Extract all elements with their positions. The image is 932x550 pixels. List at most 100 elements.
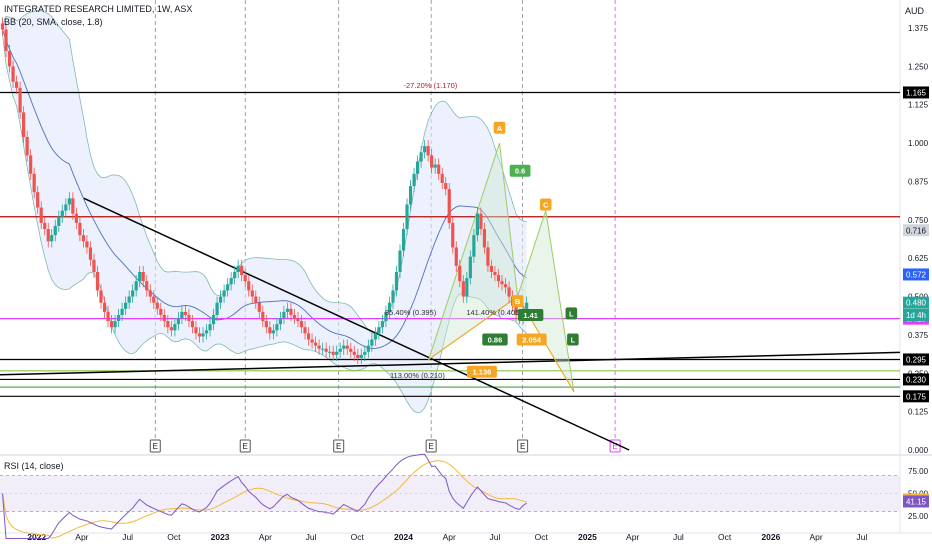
pattern-label: B bbox=[515, 297, 521, 306]
candle-body bbox=[226, 284, 230, 291]
earnings-marker-label: E bbox=[243, 442, 248, 451]
pattern-label-box bbox=[511, 295, 524, 308]
candle-body bbox=[384, 311, 388, 322]
candle-body bbox=[53, 225, 57, 236]
bb-indicator-title[interactable]: BB (20, SMA, close, 1.8) bbox=[4, 17, 103, 27]
candle-body bbox=[387, 302, 392, 312]
candle-body bbox=[116, 314, 121, 322]
candle-body bbox=[102, 302, 107, 312]
candle-body bbox=[32, 173, 36, 193]
candle-body bbox=[503, 284, 508, 288]
candle-body bbox=[292, 314, 297, 319]
price-axis-label: 0.125 bbox=[908, 408, 929, 417]
candle-body bbox=[447, 189, 451, 223]
candle-body bbox=[433, 164, 437, 168]
candle-body bbox=[67, 198, 71, 205]
earnings-marker bbox=[517, 439, 529, 453]
candle-body bbox=[426, 146, 430, 156]
pattern-label: 1.136 bbox=[473, 368, 492, 377]
candle-body bbox=[356, 354, 360, 358]
candle-body bbox=[482, 229, 487, 248]
candle-body bbox=[275, 324, 279, 331]
candle-body bbox=[25, 136, 29, 156]
time-axis-label: 2023 bbox=[211, 532, 230, 542]
candle-body bbox=[222, 290, 226, 297]
bb-fill bbox=[2, 10, 527, 413]
time-axis-label: Apr bbox=[75, 532, 88, 542]
candle-body bbox=[159, 308, 163, 315]
candle-body bbox=[250, 290, 254, 297]
earnings-marker bbox=[149, 439, 161, 453]
candle-body bbox=[162, 314, 166, 322]
candle-body bbox=[338, 348, 342, 352]
candle-body bbox=[299, 321, 304, 328]
time-axis-label: Apr bbox=[809, 532, 822, 542]
price-badge-label: 1d 4h bbox=[906, 311, 926, 320]
candle-body bbox=[243, 275, 247, 282]
candle-body bbox=[493, 272, 497, 276]
candle-body bbox=[106, 311, 110, 322]
candle-body bbox=[0, 23, 5, 30]
candle-body bbox=[78, 222, 82, 236]
candle-body bbox=[88, 247, 93, 260]
candle-body bbox=[444, 183, 448, 190]
candle-body bbox=[271, 330, 275, 334]
candle-body bbox=[352, 351, 356, 355]
candle-body bbox=[22, 112, 26, 137]
candle-body bbox=[127, 296, 131, 303]
candle-body bbox=[183, 311, 188, 315]
price-axis-label: 0.875 bbox=[908, 177, 929, 186]
candle-body bbox=[366, 345, 370, 352]
candle-body bbox=[43, 222, 47, 230]
candle-body bbox=[324, 348, 328, 352]
time-axis-label: Oct bbox=[718, 532, 732, 542]
candle-body bbox=[440, 173, 444, 183]
candle-body bbox=[11, 66, 15, 82]
candle-body bbox=[173, 324, 177, 331]
rsi-line bbox=[2, 453, 527, 539]
candle-body bbox=[180, 311, 184, 319]
pattern-label: 0.6 bbox=[515, 167, 525, 176]
time-axis-label: 2022 bbox=[27, 532, 46, 542]
pattern-label-box bbox=[509, 164, 531, 177]
price-axis-label: 1.000 bbox=[908, 139, 929, 148]
candle-body bbox=[479, 213, 483, 230]
candle-body bbox=[321, 348, 325, 350]
rsi-axis-label: 75.00 bbox=[908, 467, 929, 476]
rsi-indicator-title[interactable]: RSI (14, close) bbox=[4, 461, 64, 471]
candle-body bbox=[4, 29, 8, 52]
candle-body bbox=[380, 321, 385, 328]
candle-body bbox=[229, 278, 233, 285]
candle-body bbox=[278, 318, 283, 325]
candle-body bbox=[282, 311, 286, 319]
candle-body bbox=[264, 321, 268, 328]
candle-body bbox=[124, 302, 128, 309]
candle-body bbox=[328, 351, 332, 353]
bb-upper bbox=[2, 10, 527, 334]
candle-body bbox=[268, 327, 272, 334]
candle-body bbox=[187, 314, 191, 322]
candle-body bbox=[430, 155, 434, 168]
candle-body bbox=[138, 272, 142, 282]
candle-body bbox=[412, 173, 416, 187]
candle-body bbox=[398, 250, 402, 272]
price-axis-label: 1.250 bbox=[908, 62, 929, 71]
candle-body bbox=[134, 281, 138, 291]
candle-body bbox=[29, 155, 33, 174]
candle-body bbox=[423, 146, 427, 153]
candle-body bbox=[254, 296, 258, 303]
level-price-tag bbox=[903, 373, 929, 386]
level-price-tag bbox=[903, 353, 929, 366]
price-axis-label: 0.625 bbox=[908, 254, 929, 263]
candle-body bbox=[71, 198, 75, 214]
candle-body bbox=[458, 265, 462, 282]
price-axis-label: 0.375 bbox=[908, 331, 929, 340]
price-axis-label: 0.000 bbox=[908, 446, 929, 455]
candle-body bbox=[408, 186, 413, 205]
candle-body bbox=[81, 235, 86, 242]
price-axis-label: 1.125 bbox=[908, 101, 929, 110]
rsi-badge-label: 41.15 bbox=[906, 497, 927, 506]
earnings-marker-label: E bbox=[153, 442, 158, 451]
candle-body bbox=[335, 351, 339, 355]
